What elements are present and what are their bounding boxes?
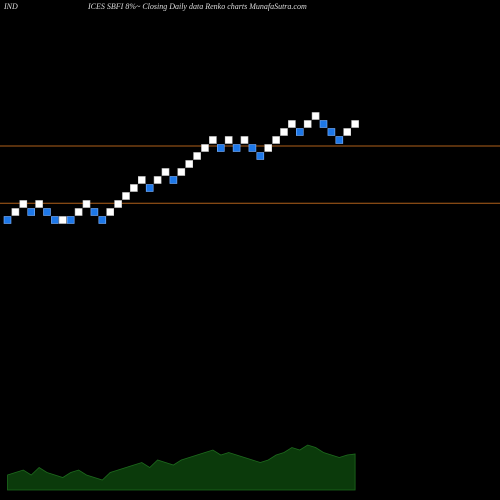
renko-brick [114, 200, 122, 208]
renko-brick [161, 168, 170, 176]
renko-brick [295, 128, 304, 136]
renko-brick [248, 144, 257, 152]
renko-brick [82, 200, 91, 208]
renko-brick [58, 216, 67, 224]
renko-brick [130, 184, 138, 192]
renko-brick [11, 208, 20, 216]
renko-brick [351, 120, 359, 128]
renko-brick [122, 192, 130, 200]
renko-brick [335, 136, 344, 144]
renko-brick [288, 120, 296, 128]
renko-brick [224, 136, 233, 144]
renko-brick [51, 216, 59, 224]
renko-brick [311, 112, 320, 120]
renko-brick [272, 136, 280, 144]
renko-brick [98, 216, 107, 224]
renko-brick [256, 152, 265, 160]
renko-brick [74, 208, 83, 216]
renko-brick [201, 144, 209, 152]
chart-title: ICES SBFI 8%~ Closing Daily data Renko c… [87, 2, 307, 11]
renko-brick [35, 200, 43, 208]
chart-title-left: IND [3, 2, 18, 11]
renko-brick [280, 128, 288, 136]
renko-brick [319, 120, 328, 128]
renko-brick [264, 144, 273, 152]
renko-brick [66, 216, 75, 224]
renko-brick [19, 200, 28, 208]
renko-brick [232, 144, 241, 152]
renko-brick [193, 152, 201, 160]
renko-brick [153, 176, 162, 184]
renko-brick [303, 120, 312, 128]
renko-brick [217, 144, 225, 152]
renko-brick [185, 160, 193, 168]
renko-brick [240, 136, 249, 144]
renko-brick [27, 208, 36, 216]
renko-brick [327, 128, 336, 136]
renko-brick [43, 208, 51, 216]
renko-brick [138, 176, 146, 184]
renko-brick [106, 208, 114, 216]
renko-brick [169, 176, 178, 184]
renko-brick [209, 136, 217, 144]
renko-brick [145, 184, 154, 192]
renko-brick [90, 208, 99, 216]
renko-brick [3, 216, 12, 224]
volume-area [7, 444, 356, 491]
renko-brick [177, 168, 186, 176]
renko-brick [343, 128, 352, 136]
